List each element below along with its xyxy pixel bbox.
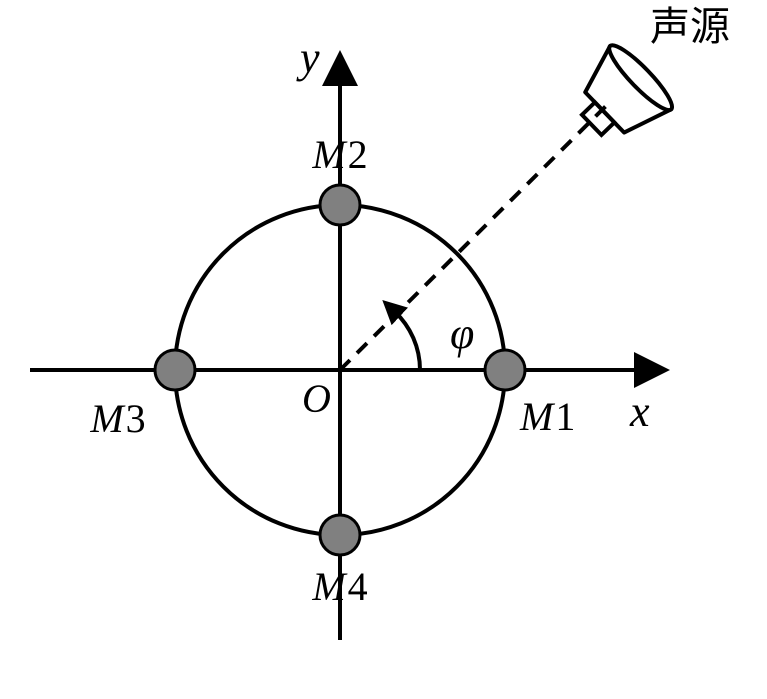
- angle-arc: [395, 311, 420, 370]
- mic-label-m1: M1: [519, 394, 575, 439]
- source-direction-line: [340, 102, 610, 370]
- y-axis-label: y: [296, 33, 320, 82]
- mic-node-m4: [320, 515, 360, 555]
- mic-node-m2: [320, 185, 360, 225]
- mic-node-m3: [155, 350, 195, 390]
- speaker-icon: [561, 39, 678, 156]
- x-axis-label: x: [629, 387, 650, 436]
- mic-label-m4: M4: [311, 564, 367, 609]
- mic-node-m1: [485, 350, 525, 390]
- coordinate-diagram: M1 M2 M3 M4 O x y φ 声源: [0, 0, 767, 699]
- source-label: 声源: [650, 4, 730, 49]
- mic-label-m2: M2: [311, 132, 367, 177]
- angle-label: φ: [450, 309, 474, 358]
- mic-label-m3: M3: [89, 396, 145, 441]
- origin-label: O: [302, 376, 331, 421]
